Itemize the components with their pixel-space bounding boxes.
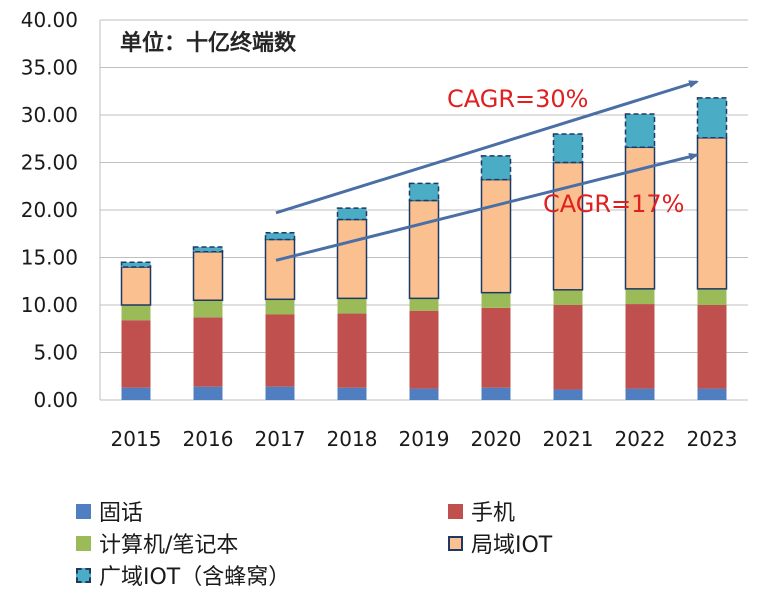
- cagr-17-label: CAGR=17%: [543, 190, 684, 218]
- chart-area: 0.00 5.00 10.00 15.00 20.00 25.00 30.00 35.00 40…: [21, 8, 748, 451]
- legend-item-computer: 计算机/笔记本: [76, 527, 238, 559]
- bar-segment: [481, 292, 511, 308]
- bar-segment: [121, 320, 151, 388]
- bar-segment: [409, 298, 439, 311]
- bar-segment: [697, 288, 727, 305]
- bar-segment: [337, 313, 367, 388]
- x-tick-label: 2017: [255, 427, 306, 451]
- unit-label: 单位：十亿终端数: [120, 30, 297, 56]
- y-tick-label: 10.00: [21, 293, 78, 317]
- bar-segment: [193, 300, 223, 318]
- legend-swatch-local-iot: [448, 535, 463, 551]
- bar-segment: [337, 387, 367, 400]
- y-tick-label: 40.00: [21, 8, 78, 32]
- legend-label-local-iot: 局域IOT: [471, 533, 553, 558]
- legend-swatch-fixed-phone: [76, 503, 91, 519]
- bar-segment: [696, 137, 728, 290]
- bar-segment: [265, 314, 295, 387]
- cagr-arrows: [275, 80, 699, 262]
- bar-segment: [553, 305, 583, 390]
- bar-segment: [624, 113, 656, 149]
- legend-item-local-iot: 局域IOT: [448, 527, 552, 559]
- bar-segment: [697, 305, 727, 389]
- bar-segment: [408, 199, 440, 300]
- bar-segment: [120, 266, 152, 306]
- x-tick-label: 2021: [543, 427, 594, 451]
- legend-label-wide-iot: 广域IOT（含蜂窝）: [99, 565, 291, 590]
- bar-segment: [408, 182, 440, 202]
- bar-segment: [697, 388, 727, 400]
- y-tick-label: 5.00: [33, 341, 78, 365]
- bar-segment: [121, 387, 151, 400]
- cagr-arrow: [275, 80, 699, 215]
- x-tick-label: 2020: [471, 427, 522, 451]
- x-tick-label: 2016: [183, 427, 234, 451]
- bar-segment: [264, 232, 296, 241]
- bar-segment: [552, 161, 584, 291]
- cagr-30-label: CAGR=30%: [447, 85, 588, 113]
- x-tick-label: 2019: [399, 427, 450, 451]
- legend-label-computer: 计算机/笔记本: [99, 533, 239, 558]
- legend-item-wide-iot: 广域IOT（含蜂窝）: [76, 559, 290, 591]
- bar-segment: [121, 305, 151, 321]
- bar-segment: [120, 261, 152, 268]
- x-tick-label: 2018: [327, 427, 378, 451]
- cagr-arrow: [275, 152, 699, 262]
- bar-segment: [409, 310, 439, 389]
- bar-segment: [264, 238, 296, 301]
- x-tick-label: 2022: [615, 427, 666, 451]
- legend-swatch-wide-iot: [76, 567, 91, 583]
- bar-segment: [193, 386, 223, 400]
- y-tick-label: 30.00: [21, 103, 78, 127]
- bar-segment: [336, 218, 368, 300]
- bar-segment: [193, 317, 223, 387]
- x-axis-ticks: 2015 2016 2017 2018 2019 2020 2021 2022 2023: [111, 427, 738, 451]
- y-tick-label: 25.00: [21, 151, 78, 175]
- bar-segment: [553, 389, 583, 400]
- bar-segment: [480, 178, 512, 294]
- y-tick-label: 35.00: [21, 56, 78, 80]
- bar-segment: [696, 97, 728, 139]
- bar-segment: [481, 387, 511, 400]
- y-tick-label: 20.00: [21, 198, 78, 222]
- bars: [120, 97, 728, 400]
- legend-swatch-computer: [76, 535, 91, 551]
- y-axis-ticks: 0.00 5.00 10.00 15.00 20.00 25.00 30.00 35.00 40…: [21, 8, 78, 412]
- bar-segment: [553, 289, 583, 305]
- bar-segment: [192, 246, 224, 253]
- bar-segment: [625, 288, 655, 305]
- x-tick-label: 2015: [111, 427, 162, 451]
- legend-label-fixed-phone: 固话: [99, 501, 144, 526]
- x-tick-label: 2023: [687, 427, 738, 451]
- legend-item-mobile: 手机: [448, 495, 515, 527]
- legend-swatch-mobile: [448, 503, 463, 519]
- legend-label-mobile: 手机: [471, 501, 516, 526]
- bar-segment: [192, 251, 224, 302]
- legend-item-fixed-phone: 固话: [76, 495, 143, 527]
- bar-segment: [625, 304, 655, 389]
- bar-segment: [409, 388, 439, 400]
- bar-segment: [336, 207, 368, 221]
- bar-segment: [337, 298, 367, 314]
- bar-segment: [265, 386, 295, 400]
- y-tick-label: 0.00: [33, 388, 78, 412]
- y-tick-label: 15.00: [21, 246, 78, 270]
- bar-segment: [552, 133, 584, 164]
- bar-segment: [480, 155, 512, 181]
- bar-segment: [625, 388, 655, 400]
- bar-segment: [481, 307, 511, 388]
- bar-segment: [265, 299, 295, 315]
